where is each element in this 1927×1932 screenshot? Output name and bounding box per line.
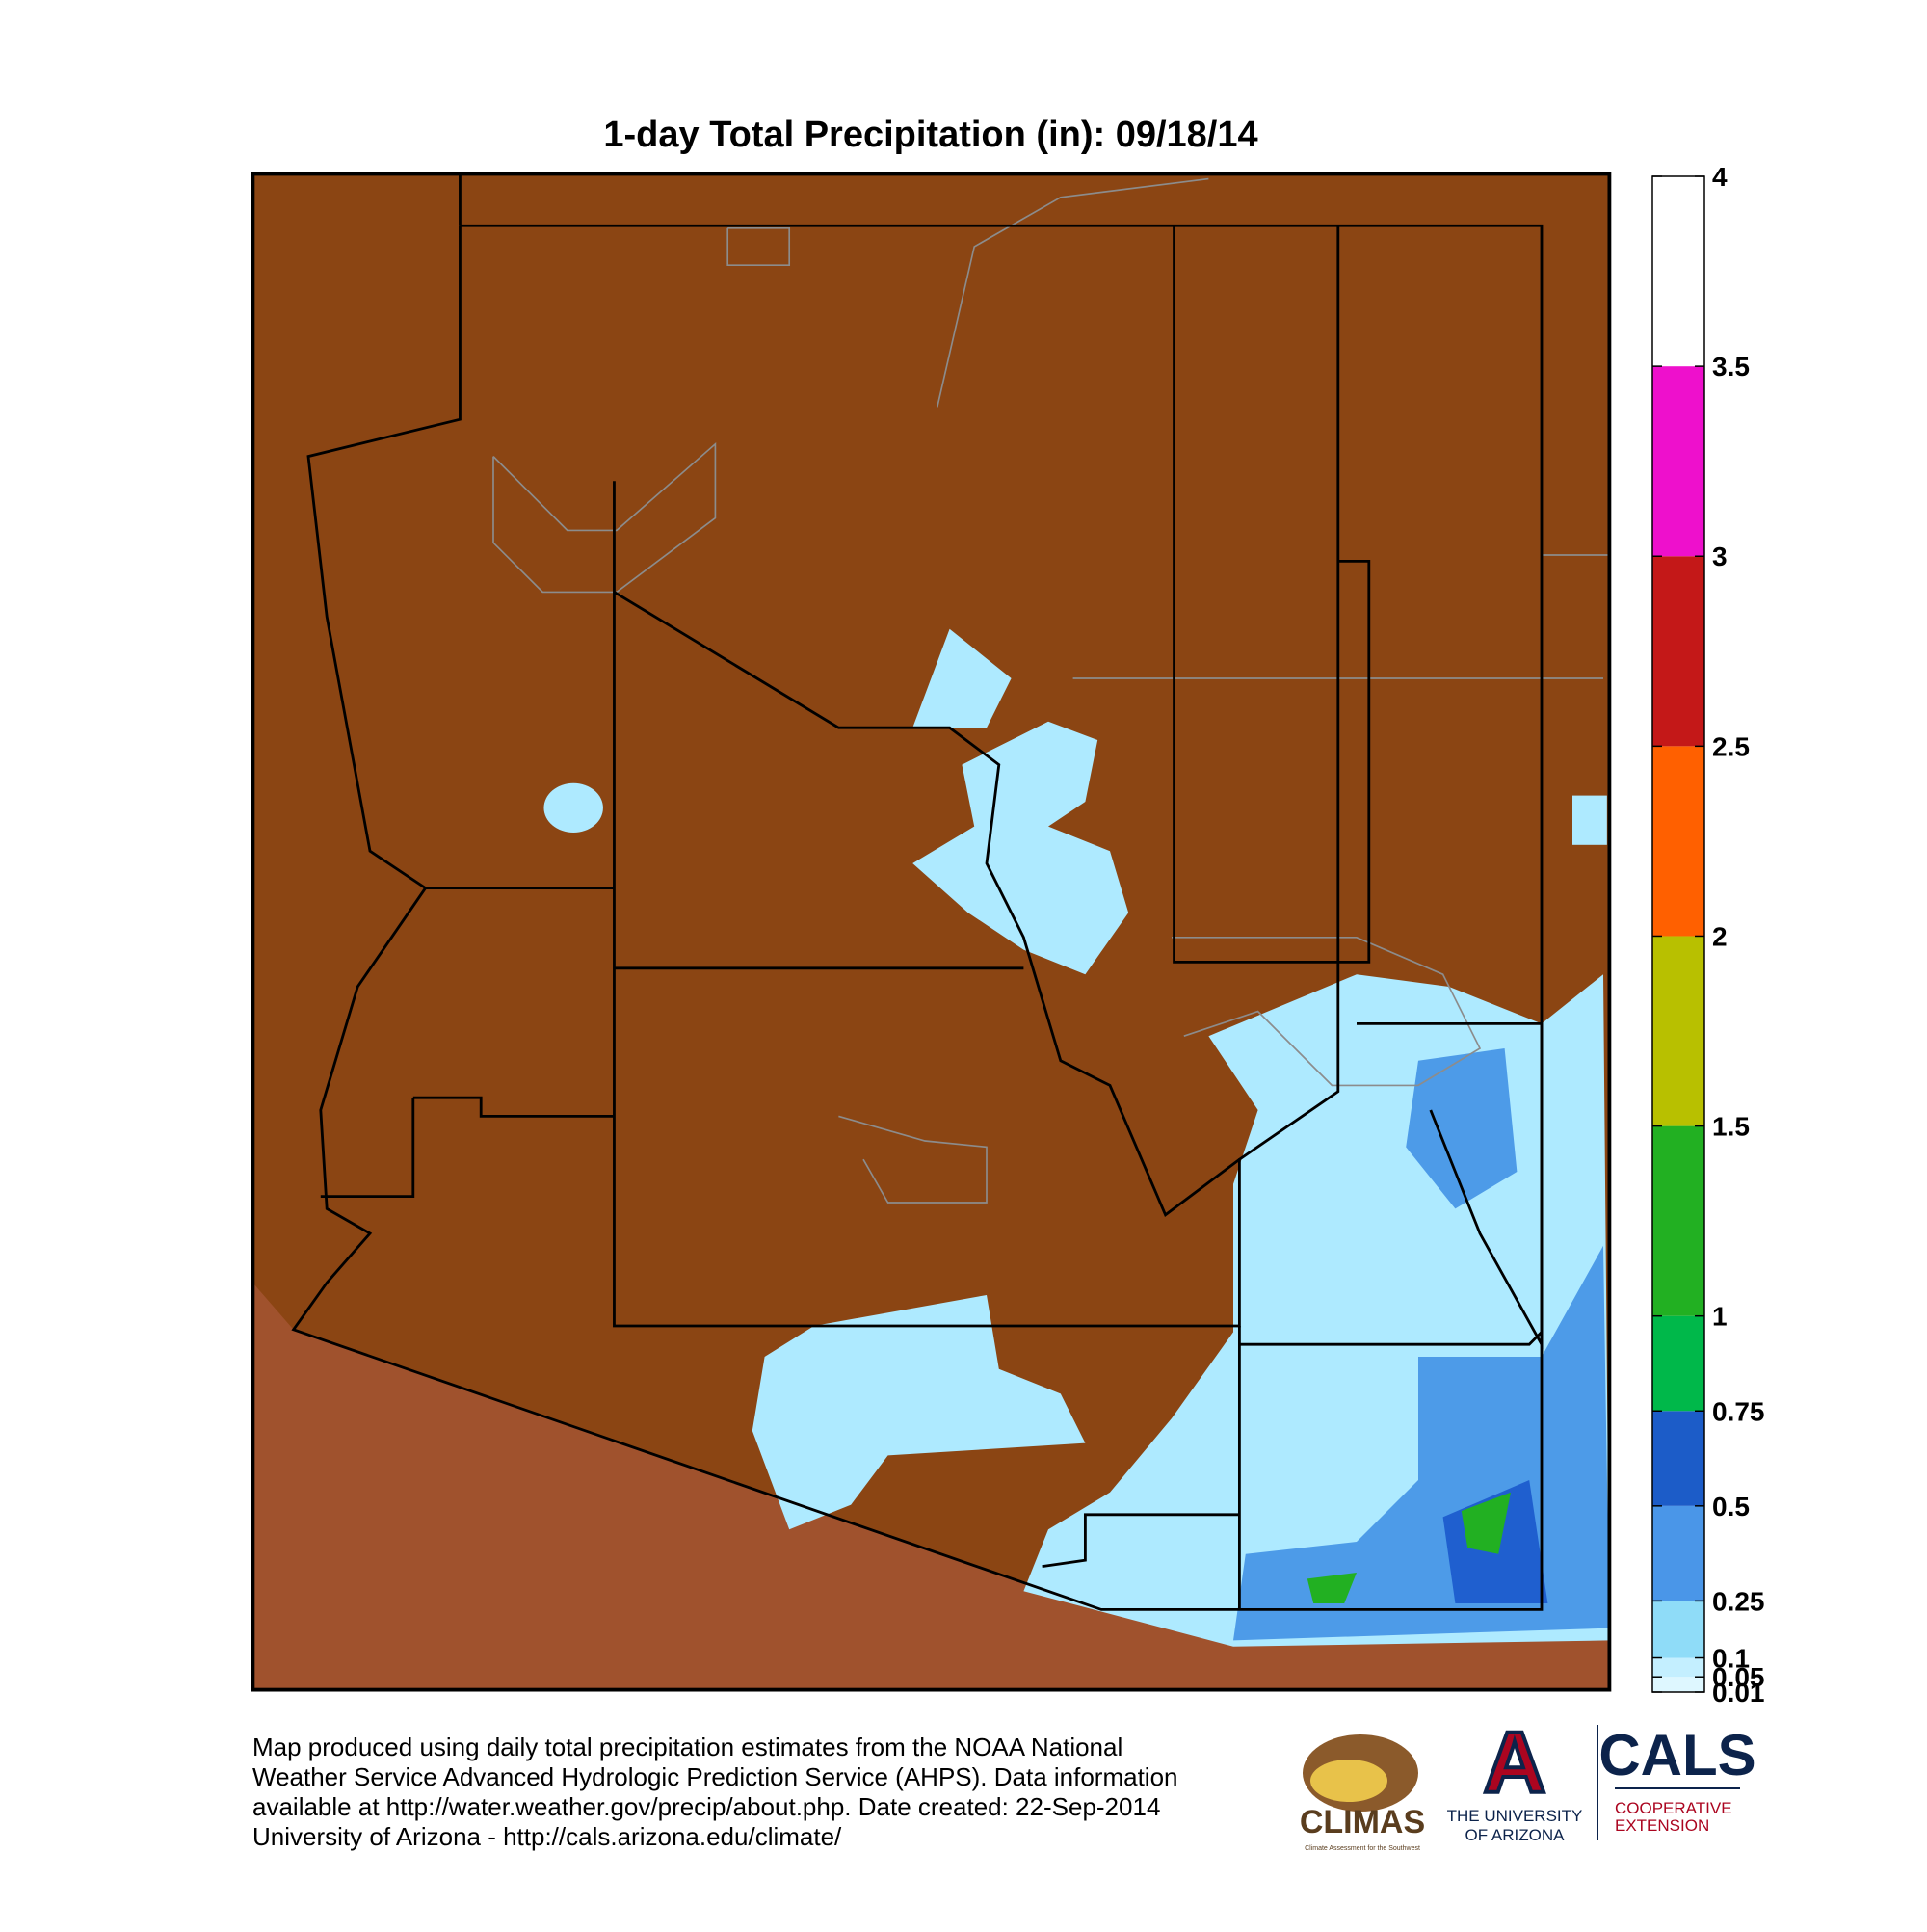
map-title: 1-day Total Precipitation (in): 09/18/14	[603, 115, 1257, 155]
colorbar-tick-label: 0.25	[1712, 1586, 1765, 1616]
colorbar-tick-label: 2.5	[1712, 731, 1750, 761]
cals-logo: CALS	[1598, 1723, 1755, 1787]
colorbar-tick-label: 0.1	[1712, 1644, 1750, 1674]
precip-light	[912, 721, 1129, 975]
colorbar-tick-label: 2	[1712, 921, 1728, 951]
colorbar-segment	[1652, 1677, 1704, 1692]
colorbar-tick-label: 1	[1712, 1302, 1728, 1332]
footer-text: University of Arizona - http://cals.ariz…	[252, 1822, 842, 1851]
precip-medium	[1406, 1048, 1518, 1209]
colorbar-segment	[1652, 1125, 1704, 1316]
colorbar-segment	[1652, 1411, 1704, 1506]
climas-icon	[1310, 1760, 1387, 1802]
colorbar-segment	[1652, 1505, 1704, 1601]
state-border	[291, 224, 1544, 1611]
university-name: OF ARIZONA	[1465, 1826, 1566, 1844]
precipitation-areas	[543, 628, 1610, 1647]
boundary	[726, 226, 791, 267]
footer-text: Map produced using daily total precipita…	[252, 1733, 1122, 1761]
colorbar-segment	[1652, 176, 1704, 367]
university-name: THE UNIVERSITY	[1447, 1807, 1583, 1825]
footer-text: available at http://water.weather.gov/pr…	[252, 1792, 1160, 1821]
colorbar-segment	[1652, 556, 1704, 747]
colorbar-segment	[1652, 366, 1704, 557]
footer-text: Weather Service Advanced Hydrologic Pred…	[252, 1762, 1178, 1791]
mexico-region	[252, 1283, 1610, 1690]
county-line	[613, 591, 1241, 1218]
colorbar-tick-label: 0.05	[1712, 1662, 1765, 1692]
precip-light	[912, 628, 1012, 728]
colorbar-tick-label: 0.75	[1712, 1396, 1765, 1426]
colorbar-tick-label: 3	[1712, 542, 1728, 571]
boundary	[492, 441, 717, 594]
colorbar-tick-label: 4	[1712, 162, 1728, 192]
colorbar-tick-label: 0.01	[1712, 1678, 1765, 1707]
boundary	[936, 177, 1209, 408]
map-frame	[251, 172, 1612, 1692]
colorbar-tick-label: 0.5	[1712, 1492, 1750, 1522]
precip-light	[543, 782, 603, 833]
boundaries	[291, 173, 1610, 1611]
county-line	[1173, 225, 1371, 964]
footer: Map produced using daily total precipita…	[252, 1733, 1178, 1851]
cals-sub: COOPERATIVE	[1615, 1799, 1732, 1817]
precip-light	[752, 1295, 1086, 1530]
colorbar-tick-label: 1.5	[1712, 1112, 1750, 1142]
ua-logo: A	[1484, 1715, 1546, 1812]
colorbar-frame	[1651, 175, 1705, 1693]
map	[251, 172, 1612, 1692]
county-line	[320, 1098, 415, 1199]
logos: CLIMAS Climate Assessment for the Southw…	[1300, 1713, 1756, 1852]
colorbar-segment	[1652, 1315, 1704, 1412]
precip-green	[1461, 1492, 1511, 1554]
colorbar-segment	[1652, 1601, 1704, 1658]
colorbar-segment	[1652, 746, 1704, 937]
precip-green	[1307, 1573, 1357, 1603]
boundary	[1171, 936, 1482, 1087]
precip-light	[1572, 795, 1607, 845]
boundary	[838, 1115, 988, 1204]
county-line	[1356, 1021, 1544, 1350]
colorbar-segment	[1652, 1657, 1704, 1678]
colorbar-segment	[1652, 936, 1704, 1126]
county-line	[412, 1096, 615, 1118]
county-line	[613, 225, 1340, 1328]
county-line	[1042, 1513, 1240, 1568]
colorbar: 0.010.050.1 0.25 0.5 0.75 1 1.5 2 2.5 3 3.5 4	[1651, 162, 1765, 1707]
colorbar-tick-label: 3.5	[1712, 352, 1750, 382]
climas-tagline: Climate Assessment for the Southwest	[1305, 1845, 1420, 1852]
climas-logo: CLIMAS	[1300, 1804, 1425, 1840]
cals-sub: EXTENSION	[1615, 1816, 1709, 1835]
